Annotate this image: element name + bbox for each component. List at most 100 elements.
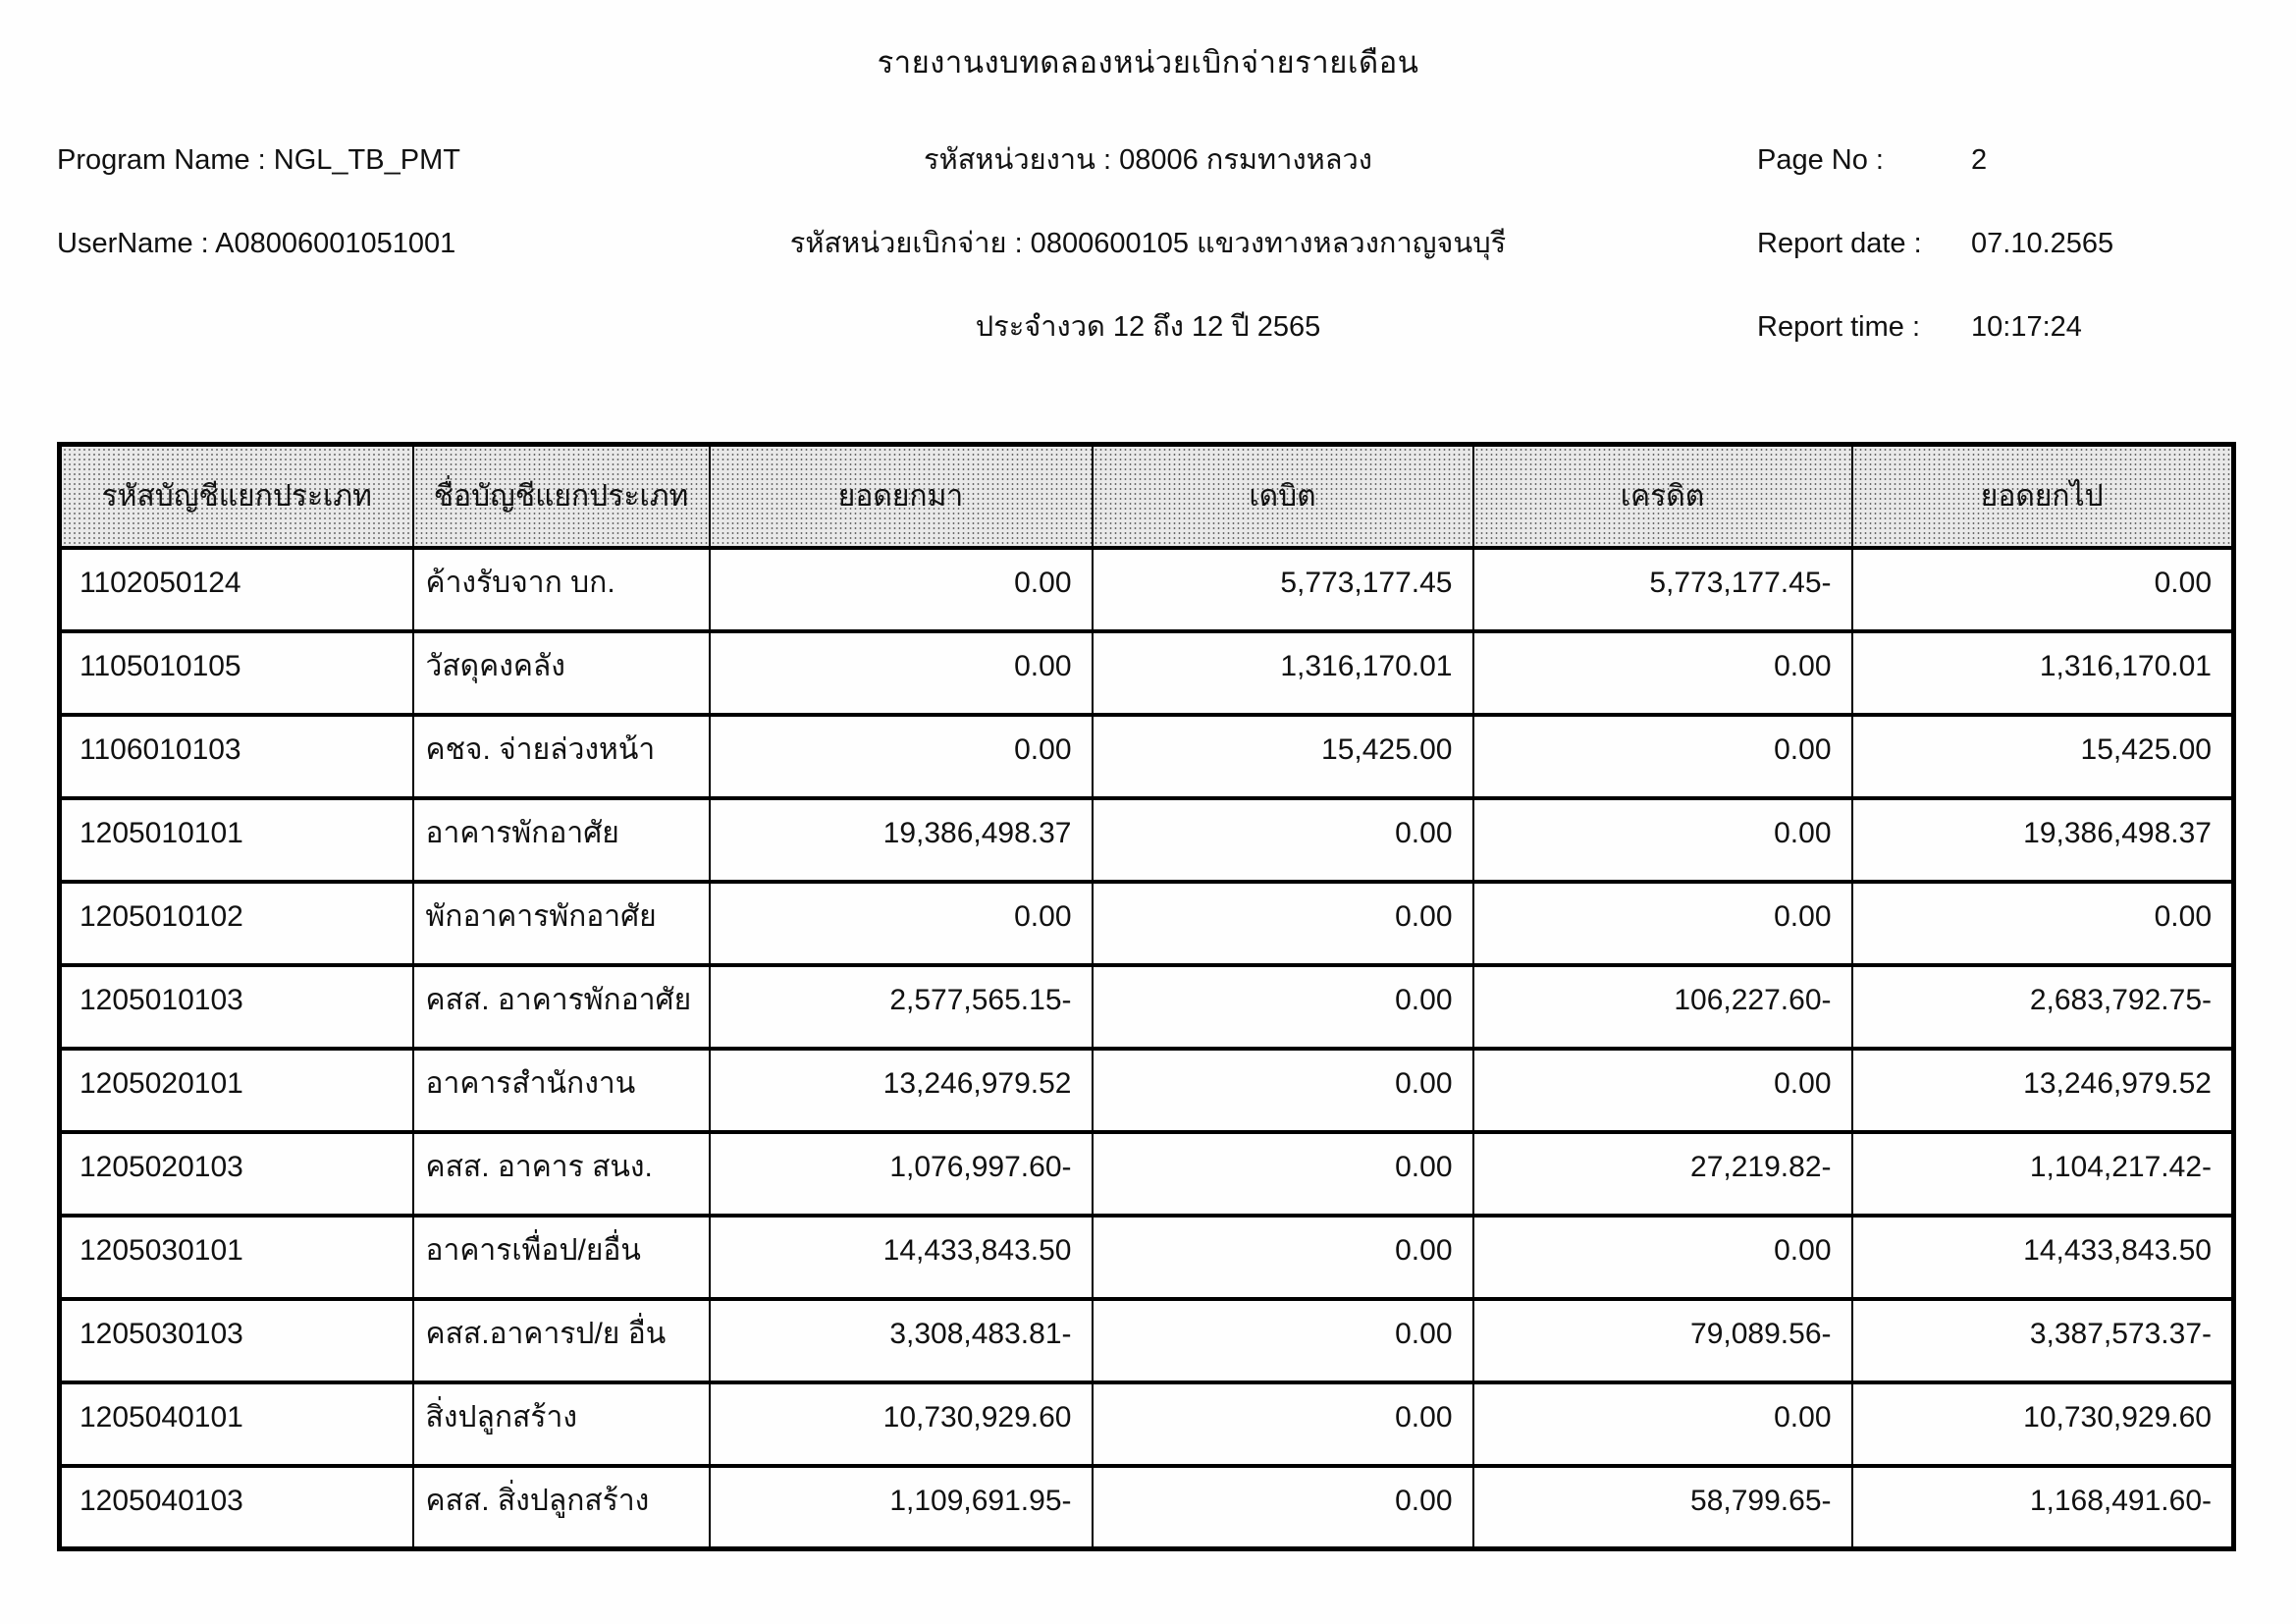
debit-cell: 0.00 [1091, 962, 1474, 1051]
balance-carried-cell: 0.00 [1850, 545, 2235, 633]
table-header-cell-1: ชื่อบัญชีแยกประเภท [411, 442, 711, 550]
table-row: 1205020103 คสส. อาคาร สนง. 1,076,997.60- 0.… [58, 1129, 2235, 1218]
credit-cell: 0.00 [1471, 1380, 1853, 1468]
credit-cell: 58,799.65- [1471, 1463, 1853, 1551]
account-code-cell: 1102050124 [58, 545, 414, 633]
account-code-cell: 1205010101 [58, 795, 414, 884]
program-name-line: Program Name : NGL_TB_PMT [57, 135, 460, 219]
account-name-cell: พักอาคารพักอาศัย [411, 879, 711, 967]
table-header-cell-4: เครดิต [1471, 442, 1853, 550]
table-row: 1205040101 สิ่งปลูกสร้าง 10,730,929.60 0.00… [58, 1380, 2235, 1468]
table-header-row: รหัสบัญชีแยกประเภท ชื่อบัญชีแยกประเภท ยอดย… [58, 442, 2235, 550]
account-code-cell: 1205010103 [58, 962, 414, 1051]
balance-carried-cell: 1,104,217.42- [1850, 1129, 2235, 1218]
table-row: 1205030101 อาคารเพื่อป/ยอื่น 14,433,843.50… [58, 1213, 2235, 1301]
debit-cell: 0.00 [1091, 1213, 1474, 1301]
balance-forward-cell: 0.00 [708, 712, 1094, 800]
disbursement-unit-line: รหัสหน่วยเบิกจ่าย : 0800600105 แขวงทางหล… [789, 228, 1507, 259]
balance-forward-cell: 1,076,997.60- [708, 1129, 1094, 1218]
table-row: 1205010101 อาคารพักอาศัย 19,386,498.37 0.00… [58, 795, 2235, 884]
report-title: รายงานงบทดลองหน่วยเบิกจ่ายรายเดือน [877, 45, 1419, 80]
account-name-cell: วัสดุคงคลัง [411, 628, 711, 717]
credit-cell: 27,219.82- [1471, 1129, 1853, 1218]
account-code-cell: 1205040103 [58, 1463, 414, 1551]
report-time-value: 10:17:24 [1971, 311, 2082, 343]
table-row: 1106010103 คชจ. จ่ายล่วงหน้า 0.00 15,425.00… [58, 712, 2235, 800]
account-code-cell: 1105010105 [58, 628, 414, 717]
report-time-line: Report time : 10:17:24 [1757, 302, 2113, 386]
meta-left-block: Program Name : NGL_TB_PMT UserName : A08… [57, 135, 460, 302]
table-row: 1205010102 พักอาคารพักอาศัย 0.00 0.00 0.00 0.… [58, 879, 2235, 967]
page-no-value: 2 [1971, 144, 1988, 176]
table-header-cell-3: เดบิต [1091, 442, 1474, 550]
account-name-cell: คสส. สิ่งปลูกสร้าง [411, 1463, 711, 1551]
username-line: UserName : A08006001051001 [57, 219, 460, 302]
credit-cell: 0.00 [1471, 628, 1853, 717]
account-name-cell: คสส. อาคารพักอาศัย [411, 962, 711, 1051]
trial-balance-table: รหัสบัญชีแยกประเภท ชื่อบัญชีแยกประเภท ยอดย… [57, 442, 2236, 1551]
credit-cell: 0.00 [1471, 795, 1853, 884]
report-date-label: Report date : [1757, 228, 1922, 259]
credit-cell: 106,227.60- [1471, 962, 1853, 1051]
debit-cell: 0.00 [1091, 795, 1474, 884]
account-code-cell: 1205010102 [58, 879, 414, 967]
balance-carried-cell: 10,730,929.60 [1850, 1380, 2235, 1468]
username-value: A08006001051001 [215, 228, 456, 259]
balance-forward-cell: 19,386,498.37 [708, 795, 1094, 884]
balance-forward-cell: 10,730,929.60 [708, 1380, 1094, 1468]
table-header-cell-2: ยอดยกมา [708, 442, 1094, 550]
balance-carried-cell: 2,683,792.75- [1850, 962, 2235, 1051]
credit-cell: 0.00 [1471, 1213, 1853, 1301]
debit-cell: 15,425.00 [1091, 712, 1474, 800]
account-name-cell: อาคารสำนักงาน [411, 1046, 711, 1134]
balance-forward-cell: 2,577,565.15- [708, 962, 1094, 1051]
account-name-cell: อาคารเพื่อป/ยอื่น [411, 1213, 711, 1301]
account-name-cell: สิ่งปลูกสร้าง [411, 1380, 711, 1468]
debit-cell: 0.00 [1091, 1463, 1474, 1551]
account-code-cell: 1205020101 [58, 1046, 414, 1134]
balance-forward-cell: 1,109,691.95- [708, 1463, 1094, 1551]
debit-cell: 5,773,177.45 [1091, 545, 1474, 633]
balance-carried-cell: 0.00 [1850, 879, 2235, 967]
balance-forward-cell: 14,433,843.50 [708, 1213, 1094, 1301]
debit-cell: 0.00 [1091, 879, 1474, 967]
account-name-cell: อาคารพักอาศัย [411, 795, 711, 884]
credit-cell: 5,773,177.45- [1471, 545, 1853, 633]
debit-cell: 0.00 [1091, 1380, 1474, 1468]
account-name-cell: ค้างรับจาก บก. [411, 545, 711, 633]
credit-cell: 79,089.56- [1471, 1296, 1853, 1384]
debit-cell: 0.00 [1091, 1129, 1474, 1218]
account-code-cell: 1205030103 [58, 1296, 414, 1384]
balance-forward-cell: 13,246,979.52 [708, 1046, 1094, 1134]
table-row: 1205020101 อาคารสำนักงาน 13,246,979.52 0.00… [58, 1046, 2235, 1134]
table-row: 1205010103 คสส. อาคารพักอาศัย 2,577,565.15… [58, 962, 2235, 1051]
balance-carried-cell: 14,433,843.50 [1850, 1213, 2235, 1301]
account-code-cell: 1205020103 [58, 1129, 414, 1218]
balance-carried-cell: 13,246,979.52 [1850, 1046, 2235, 1134]
credit-cell: 0.00 [1471, 712, 1853, 800]
agency-code-line: รหัสหน่วยงาน : 08006 กรมทางหลวง [924, 144, 1372, 176]
table-header-cell-5: ยอดยกไป [1850, 442, 2235, 550]
balance-carried-cell: 1,316,170.01 [1850, 628, 2235, 717]
page-no-line: Page No : 2 [1757, 135, 2113, 219]
balance-carried-cell: 15,425.00 [1850, 712, 2235, 800]
report-date-value: 07.10.2565 [1971, 228, 2114, 259]
table-row: 1105010105 วัสดุคงคลัง 0.00 1,316,170.01 0.0… [58, 628, 2235, 717]
debit-cell: 0.00 [1091, 1046, 1474, 1134]
page-no-label: Page No : [1757, 144, 1884, 176]
table-body: 1102050124 ค้างรับจาก บก. 0.00 5,773,177.45… [58, 545, 2235, 1551]
debit-cell: 1,316,170.01 [1091, 628, 1474, 717]
report-time-label: Report time : [1757, 311, 1920, 343]
debit-cell: 0.00 [1091, 1296, 1474, 1384]
period-line: ประจำงวด 12 ถึง 12 ปี 2565 [975, 311, 1321, 343]
balance-forward-cell: 0.00 [708, 628, 1094, 717]
balance-carried-cell: 19,386,498.37 [1850, 795, 2235, 884]
balance-forward-cell: 0.00 [708, 545, 1094, 633]
table-row: 1205030103 คสส.อาคารป/ย อื่น 3,308,483.81-… [58, 1296, 2235, 1384]
table-row: 1205040103 คสส. สิ่งปลูกสร้าง 1,109,691.95… [58, 1463, 2235, 1551]
account-name-cell: คสส.อาคารป/ย อื่น [411, 1296, 711, 1384]
meta-right-block: Page No : 2 Report date : 07.10.2565 Rep… [1757, 135, 2113, 386]
balance-carried-cell: 3,387,573.37- [1850, 1296, 2235, 1384]
balance-carried-cell: 1,168,491.60- [1850, 1463, 2235, 1551]
